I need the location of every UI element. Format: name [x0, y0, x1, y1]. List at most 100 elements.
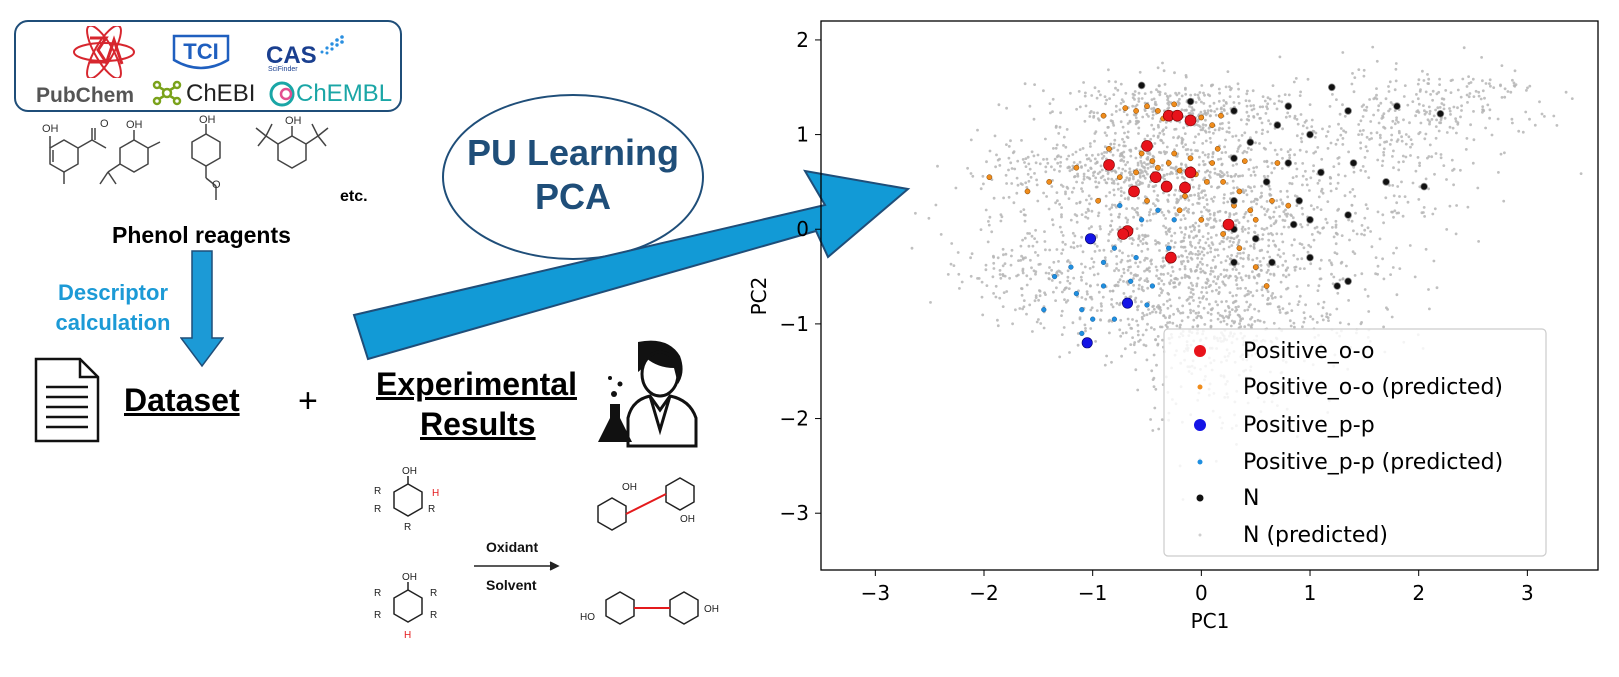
- point-n-predicted: [1459, 115, 1462, 119]
- point-n-predicted: [1085, 153, 1088, 157]
- point-n-predicted: [1278, 255, 1282, 259]
- point-n-predicted: [1158, 277, 1161, 280]
- point-n-predicted: [1354, 211, 1357, 215]
- point-n-predicted: [1213, 248, 1217, 252]
- point-n-predicted: [1161, 129, 1164, 133]
- point-n-predicted: [1052, 147, 1055, 150]
- point-n-predicted: [1125, 176, 1129, 180]
- point-n-predicted: [1189, 268, 1193, 271]
- point-n-predicted: [1396, 185, 1400, 188]
- point-n-predicted: [1119, 102, 1123, 105]
- point-n-predicted: [1165, 145, 1169, 149]
- point-n-predicted: [1132, 177, 1135, 181]
- point-n-predicted: [1395, 118, 1398, 122]
- point-n-predicted: [1187, 286, 1191, 290]
- point-n-predicted: [1194, 135, 1197, 139]
- point-n-predicted: [1300, 243, 1304, 246]
- point-n-predicted: [1233, 174, 1236, 178]
- point-n-predicted: [1509, 90, 1513, 94]
- point-n-predicted: [1152, 127, 1156, 131]
- atom-oh: OH: [402, 466, 417, 477]
- point-n-predicted: [1109, 230, 1112, 234]
- point-n-predicted: [1020, 254, 1023, 258]
- atom-h: H: [432, 488, 439, 499]
- point-n-predicted: [1093, 139, 1096, 143]
- point-n-predicted: [1318, 179, 1321, 182]
- point-n-predicted: [1193, 228, 1196, 232]
- point-n-predicted: [1204, 123, 1208, 127]
- point-n-predicted: [1138, 175, 1142, 179]
- point-n-predicted: [1143, 109, 1147, 112]
- point-n-predicted: [1100, 168, 1104, 172]
- point-n-predicted: [1244, 286, 1247, 290]
- point-n-predicted: [1194, 311, 1198, 315]
- point-n-predicted: [1293, 238, 1296, 242]
- point-n-predicted: [1477, 240, 1480, 243]
- point-n-predicted: [1065, 185, 1069, 189]
- point-positive-oo-predicted: [1171, 150, 1178, 157]
- point-n-predicted: [1019, 210, 1023, 214]
- point-n-predicted: [1196, 93, 1200, 97]
- point-n-predicted: [1460, 104, 1463, 108]
- point-n-predicted: [1121, 125, 1125, 129]
- point-n-predicted: [1303, 316, 1307, 320]
- point-n-predicted: [1185, 255, 1189, 259]
- point-n-predicted: [1469, 81, 1473, 84]
- carbonyl-o: O: [100, 118, 109, 130]
- point-n-predicted: [1428, 122, 1431, 126]
- point-n-predicted: [1393, 109, 1397, 112]
- point-n-predicted: [1159, 325, 1162, 329]
- point-n-predicted: [1089, 159, 1093, 163]
- point-n-predicted: [1225, 112, 1229, 115]
- point-n-predicted: [960, 280, 964, 284]
- point-n-predicted: [1173, 206, 1176, 210]
- point-n-predicted: [1369, 131, 1373, 135]
- point-n-predicted: [1201, 126, 1205, 129]
- point-n-predicted: [1445, 228, 1449, 231]
- point-n-predicted: [1309, 315, 1312, 318]
- point-n-predicted: [1164, 92, 1167, 95]
- point-n-predicted: [1317, 284, 1321, 288]
- point-n-predicted: [1196, 201, 1199, 205]
- point-n-predicted: [1249, 290, 1253, 294]
- point-n-predicted: [1421, 69, 1424, 73]
- point-n-predicted: [1064, 192, 1067, 196]
- point-n-predicted: [1110, 206, 1114, 209]
- point-positive-oo: [1179, 181, 1191, 194]
- point-n-predicted: [1140, 97, 1144, 100]
- point-n-predicted: [1386, 308, 1389, 311]
- point-n-predicted: [1132, 277, 1135, 280]
- point-n-predicted: [1076, 244, 1079, 248]
- point-n-predicted: [1207, 153, 1210, 156]
- point-n-predicted: [1217, 87, 1221, 91]
- point-n-predicted: [1472, 110, 1475, 113]
- point-n-predicted: [1109, 142, 1113, 146]
- point-n-predicted: [1280, 167, 1284, 170]
- point-n-predicted: [1157, 90, 1160, 94]
- point-n-predicted: [1445, 178, 1448, 181]
- experimental-label: Experimental: [376, 366, 577, 402]
- point-n-predicted: [1428, 109, 1432, 113]
- point-n-predicted: [1208, 212, 1212, 216]
- point-n-predicted: [1070, 190, 1074, 194]
- point-n-predicted: [1219, 273, 1223, 276]
- point-n-predicted: [1217, 99, 1221, 103]
- point-n-predicted: [1246, 256, 1250, 259]
- point-n-predicted: [1415, 93, 1418, 96]
- point-n-predicted: [1258, 319, 1262, 323]
- point-n-predicted: [1206, 109, 1210, 113]
- point-n-predicted: [1210, 289, 1214, 293]
- point-n-predicted: [1119, 260, 1123, 264]
- point-n-predicted: [1111, 289, 1115, 293]
- point-n-predicted: [1175, 144, 1179, 147]
- point-n-predicted: [1025, 283, 1029, 287]
- point-n-predicted: [1320, 314, 1324, 318]
- point-n-predicted: [1194, 234, 1198, 238]
- point-n-predicted: [1184, 108, 1188, 112]
- point-n-predicted: [1261, 237, 1264, 241]
- point-n-predicted: [1306, 223, 1310, 227]
- point-n-predicted: [1279, 280, 1283, 284]
- point-n-predicted: [1454, 117, 1457, 121]
- point-n-predicted: [1281, 307, 1285, 310]
- point-n-predicted: [1301, 183, 1304, 187]
